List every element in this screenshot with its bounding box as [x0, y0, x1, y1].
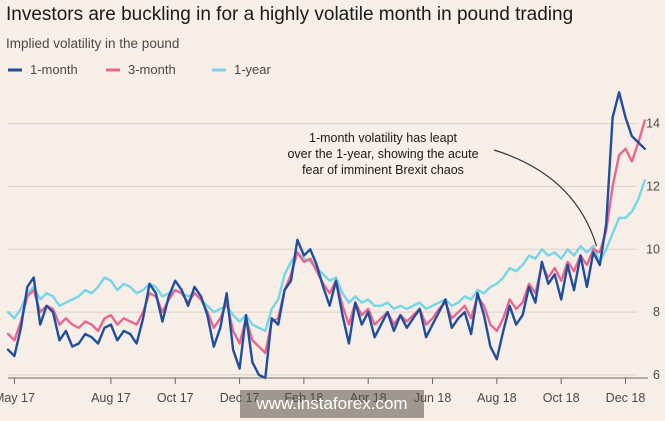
y-tick-label: 6	[653, 368, 660, 382]
annotation: 1-month volatility has leapt over the 1-y…	[287, 131, 598, 247]
x-tick-label: May 17	[0, 391, 35, 405]
watermark-text: www.instaforex.com	[240, 390, 424, 418]
y-tick-label: 12	[646, 179, 660, 193]
x-tick-label: Oct 17	[157, 391, 194, 405]
y-tick-label: 10	[646, 242, 660, 256]
series-line-1-month	[6, 91, 646, 380]
y-tick-label: 8	[653, 305, 660, 319]
x-tick-label: Aug 17	[91, 391, 131, 405]
chart-title: Investors are buckling in for a highly v…	[6, 4, 574, 25]
series-line-1-year	[6, 178, 646, 333]
y-tick-label: 14	[646, 117, 660, 131]
x-tick-label: Aug 18	[477, 391, 517, 405]
annotation-text-line: fear of imminent Brexit chaos	[302, 163, 464, 177]
legend-label-1-month: 1-month	[30, 62, 78, 77]
gridlines	[8, 123, 636, 376]
annotation-arrow	[493, 149, 598, 247]
series-lines	[6, 91, 646, 380]
legend-label-3-month: 3-month	[128, 62, 176, 77]
chart-subtitle: Implied volatility in the pound	[6, 36, 180, 51]
x-tick-label: Oct 18	[543, 391, 580, 405]
annotation-text-line: over the 1-year, showing the acute	[287, 147, 478, 161]
legend-label-1-year: 1-year	[234, 62, 272, 77]
x-tick-label: Dec 18	[606, 391, 646, 405]
annotation-text-line: 1-month volatility has leapt	[309, 131, 458, 145]
legend: 1-month 3-month 1-year	[8, 62, 272, 77]
